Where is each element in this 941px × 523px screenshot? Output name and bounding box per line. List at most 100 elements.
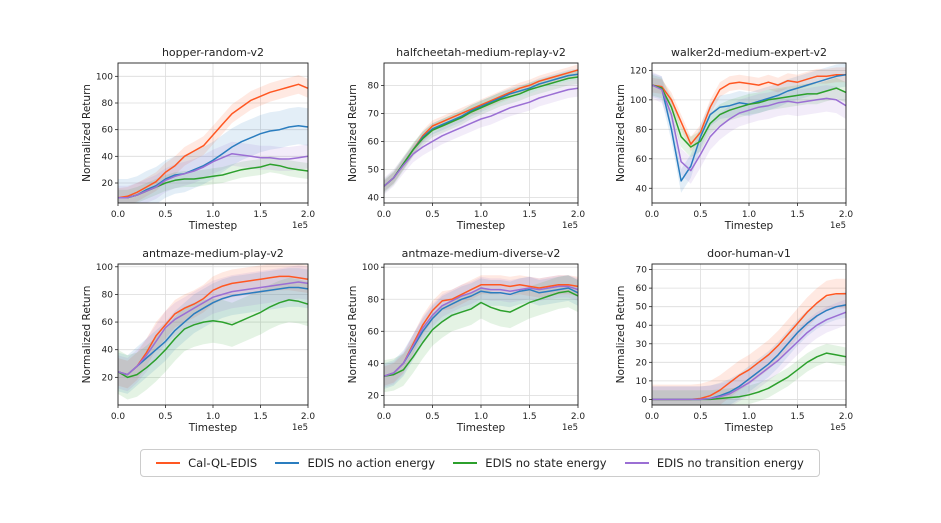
x-scale-label: 1e5 [292, 423, 308, 433]
y-tick-label: 60 [636, 284, 648, 294]
x-tick-label: 0.5 [158, 412, 172, 422]
x-axis-label: Timestep [456, 422, 506, 434]
x-tick-label: 1.5 [790, 210, 804, 220]
plot-area [118, 264, 308, 400]
x-axis-label: Timestep [188, 422, 238, 434]
confidence-band [118, 265, 308, 392]
confidence-band [384, 64, 578, 192]
y-tick-label: 20 [102, 373, 114, 383]
x-tick-label: 1.0 [474, 412, 489, 422]
y-tick-label: 120 [630, 66, 647, 76]
y-tick-label: 100 [96, 263, 113, 273]
x-scale-label: 1e5 [562, 221, 578, 231]
legend-item-no-action-energy: EDIS no action energy [275, 456, 435, 470]
legend-label: EDIS no state energy [485, 456, 607, 470]
legend-item-cal-ql-edis: Cal-QL-EDIS [156, 456, 257, 470]
y-tick-label: 70 [368, 109, 380, 119]
y-tick-label: 80 [636, 125, 648, 135]
y-tick-label: 40 [368, 193, 380, 203]
y-tick-label: 20 [636, 358, 648, 368]
series-line [384, 87, 578, 187]
chart-panel-5: 0.0 0.5 1.0 1.5 2.0 20 40 60 80 100 antmaze-medium… [347, 247, 585, 434]
x-tick-label: 2.0 [571, 412, 586, 422]
x-tick-label: 0.5 [693, 412, 707, 422]
series-line [652, 311, 846, 401]
x-tick-label: 1.0 [474, 210, 489, 220]
chart-panel-2: 0.0 0.5 1.0 1.5 2.0 40 50 60 70 80 halfcheetah-med… [347, 46, 585, 232]
series-line [652, 74, 846, 145]
chart-panel-4: 0.0 0.5 1.0 1.5 2.0 20 40 60 80 100 antmaze-medium… [81, 247, 315, 434]
chart-title: door-human-v1 [707, 247, 791, 260]
y-tick-label: 60 [102, 318, 114, 328]
x-axis-label: Timestep [456, 220, 506, 232]
x-tick-label: 0.0 [645, 210, 660, 220]
series-line [118, 299, 308, 379]
y-axis-label: Normalized Return [81, 286, 93, 384]
y-tick-label: 100 [630, 96, 647, 106]
y-tick-label: 80 [102, 290, 114, 300]
confidence-band [118, 156, 308, 203]
confidence-band [384, 70, 578, 194]
y-tick-label: 60 [636, 155, 648, 165]
y-tick-label: 40 [636, 321, 648, 331]
y-tick-label: 100 [96, 72, 113, 82]
x-tick-label: 0.0 [377, 412, 392, 422]
y-tick-label: 40 [636, 184, 648, 194]
legend-label: EDIS no transition energy [656, 456, 804, 470]
confidence-band [118, 277, 308, 400]
chart-title: halfcheetah-medium-replay-v2 [396, 46, 566, 59]
series-line [118, 152, 308, 199]
x-tick-label: 0.0 [645, 412, 660, 422]
x-scale-label: 1e5 [562, 423, 578, 433]
legend: Cal-QL-EDIS EDIS no action energy EDIS n… [140, 449, 820, 477]
y-tick-label: 80 [368, 295, 380, 305]
plot-area [384, 64, 578, 195]
legend-label: Cal-QL-EDIS [188, 456, 258, 470]
legend-item-no-transition-energy: EDIS no transition energy [624, 456, 804, 470]
chart-panel-1: 0.0 0.5 1.0 1.5 2.0 20 40 60 80 100 hopper-random-… [81, 46, 315, 232]
y-tick-label: 40 [102, 152, 114, 162]
x-tick-label: 1.0 [206, 412, 221, 422]
x-tick-label: 1.0 [206, 210, 221, 220]
x-tick-label: 0.5 [425, 210, 439, 220]
y-tick-label: 50 [636, 303, 648, 313]
plot-area [652, 63, 846, 193]
series-line [384, 290, 578, 377]
y-tick-label: 20 [102, 179, 114, 189]
y-tick-label: 60 [102, 126, 114, 136]
y-axis-label: Normalized Return [615, 286, 627, 384]
x-tick-label: 1.0 [742, 412, 757, 422]
x-tick-label: 1.0 [742, 210, 757, 220]
y-axis-label: Normalized Return [615, 84, 627, 182]
confidence-band [652, 291, 846, 405]
x-scale-label: 1e5 [292, 221, 308, 231]
y-tick-label: 80 [102, 99, 114, 109]
x-tick-label: 2.0 [839, 210, 854, 220]
confidence-band [384, 275, 578, 386]
confidence-band [118, 75, 308, 203]
confidence-band [384, 275, 578, 393]
y-tick-label: 80 [368, 81, 380, 91]
series-line [652, 84, 846, 148]
legend-item-no-state-energy: EDIS no state energy [453, 456, 607, 470]
x-tick-label: 1.5 [522, 210, 536, 220]
chart-title: antmaze-medium-diverse-v2 [402, 247, 561, 260]
y-tick-label: 40 [102, 346, 114, 356]
chart-panel-6: 0.0 0.5 1.0 1.5 2.0 0 10 20 30 40 50 60 70 door-human… [615, 247, 853, 434]
chart-panel-3: 0.0 0.5 1.0 1.5 2.0 40 60 80 100 120 walker2d-medi… [615, 46, 853, 232]
y-tick-label: 60 [368, 327, 380, 337]
x-tick-label: 0.0 [111, 412, 126, 422]
series-line [118, 275, 308, 376]
x-tick-label: 0.5 [425, 412, 439, 422]
plot-area [118, 75, 308, 203]
chart-title: antmaze-medium-play-v2 [142, 247, 283, 260]
y-axis-label: Normalized Return [347, 286, 359, 384]
x-tick-label: 2.0 [571, 210, 586, 220]
series-line [118, 281, 308, 376]
legend-swatch [156, 462, 181, 464]
x-tick-label: 2.0 [301, 210, 316, 220]
y-tick-label: 30 [636, 340, 648, 350]
y-tick-label: 20 [368, 391, 380, 401]
x-tick-label: 0.0 [377, 210, 392, 220]
